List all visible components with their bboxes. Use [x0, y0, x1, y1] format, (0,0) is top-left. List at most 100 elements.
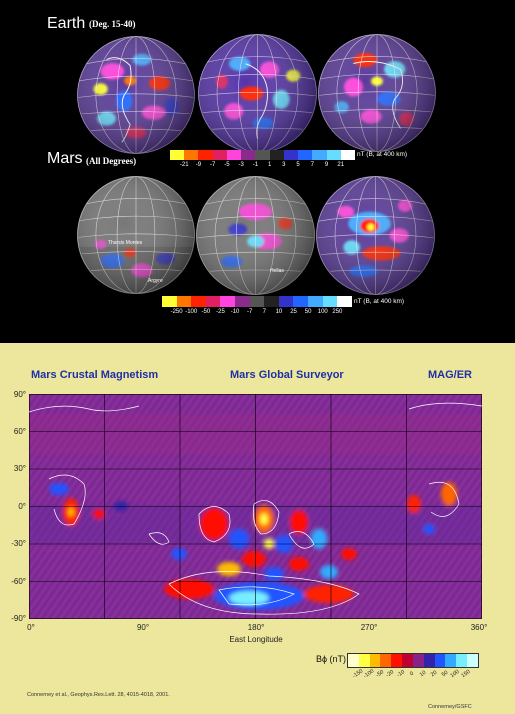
colorbar-tick: -3 [238, 162, 244, 168]
x-axis-label: East Longitude [229, 635, 283, 644]
lcb-swatch [456, 654, 468, 667]
x-tick-90: 90° [136, 623, 150, 632]
lcb-swatch [423, 654, 435, 667]
mars-globe-label-hellas: Hellas [270, 268, 284, 274]
earth-globe-asia [318, 34, 436, 152]
earth-globe-americas [77, 36, 195, 154]
colorbar-tick: 10 [418, 669, 428, 679]
ecb-swatch [298, 150, 313, 160]
colorbar-tick: 9 [324, 162, 329, 168]
legend-colorbar [347, 653, 479, 668]
ecb-swatch [312, 150, 327, 160]
mcb-swatch [191, 296, 206, 307]
colorbar-tick: -100 [185, 309, 198, 315]
y-tick-60: 60° [13, 427, 26, 436]
header-left: Mars Crustal Magnetism [31, 369, 159, 381]
legend-label: Bϕ (nT) [316, 654, 347, 664]
earth-subtitle: (Deg. 15-40) [89, 19, 136, 29]
mars-map-panel: Mars Crustal Magnetism Mars Global Surve… [0, 343, 515, 714]
lcb-swatch [467, 654, 478, 667]
mars-globe-tharsis [77, 176, 195, 294]
colorbar-tick: -7 [210, 162, 216, 168]
lcb-swatch [412, 654, 424, 667]
mars-globe-south [316, 176, 435, 295]
lcb-swatch [369, 654, 381, 667]
mars-globe-label-argyre: Argyre [148, 278, 163, 284]
colorbar-tick: -7 [247, 309, 253, 315]
y-tick-0: 0° [18, 502, 26, 511]
mcb-swatch [337, 296, 352, 307]
crustal-magnetism-map [29, 394, 482, 619]
mcb-swatch [235, 296, 250, 307]
colorbar-tick: -10 [230, 309, 240, 315]
colorbar-tick: -50 [201, 309, 211, 315]
mcb-swatch [249, 296, 265, 307]
colorbar-tick: 3 [282, 162, 286, 168]
colorbar-tick: 25 [290, 309, 297, 315]
mars-subtitle: (All Degrees) [86, 156, 137, 166]
credit: Connerney/GSFC [428, 704, 472, 710]
y-tick-30: 30° [13, 464, 26, 473]
mars-title: Mars [47, 150, 83, 167]
mcb-swatch [308, 296, 323, 307]
colorbar-tick: 20 [429, 669, 438, 679]
ecb-swatch [184, 150, 199, 160]
ecb-swatch [340, 150, 356, 160]
colorbar-tick: 0 [409, 670, 415, 678]
ecb-swatch [241, 150, 256, 160]
earth-globe-africa [198, 34, 317, 153]
colorbar-tick: 5 [296, 162, 300, 168]
x-tick-360: 360° [470, 623, 488, 632]
ecb-swatch [326, 150, 341, 160]
ecb-swatch [198, 150, 213, 160]
mcb-swatch [162, 296, 177, 307]
mars-globe-label-tharsis: Tharsis Montes [108, 240, 143, 246]
globes-panel: Earth (Deg. 15-40) nT (B, at 400 km) -21… [0, 0, 515, 343]
colorbar-tick: 100 [449, 668, 461, 680]
mcb-swatch [176, 296, 192, 307]
colorbar-tick: -9 [195, 162, 202, 168]
mcb-swatch [322, 296, 338, 307]
ecb-swatch [226, 150, 242, 160]
colorbar-tick: 150 [460, 668, 472, 680]
colorbar-tick: 1 [267, 162, 272, 168]
colorbar-tick: 10 [275, 309, 283, 315]
y-tick-90: 90° [13, 390, 26, 399]
colorbar-tick: -25 [216, 309, 225, 315]
lcb-swatch [358, 654, 370, 667]
ecb-swatch [283, 150, 299, 160]
ecb-swatch [269, 150, 284, 160]
mcb-swatch [205, 296, 221, 307]
x-tick-0: 0° [27, 623, 35, 632]
mcb-swatch [293, 296, 309, 307]
mars-colorbar-unit: nT (B, at 400 km) [354, 298, 405, 305]
colorbar-tick: -5 [224, 162, 230, 168]
earth-title: Earth [47, 15, 86, 32]
colorbar-tick: 250 [332, 309, 343, 315]
colorbar-tick: -100 [362, 668, 375, 680]
ecb-swatch [170, 150, 185, 160]
lcb-swatch [391, 654, 403, 667]
citation: Connerney et al., Geophys.Res.Lett. 28, … [27, 692, 170, 698]
earth-colorbar-unit: nT (B, at 400 km) [357, 151, 408, 158]
colorbar-tick: 100 [317, 309, 328, 315]
y-tick-m90: -90° [11, 614, 26, 623]
header-right: MAG/ER [428, 369, 472, 381]
x-tick-180: 180° [247, 623, 265, 632]
lcb-swatch [445, 654, 457, 667]
colorbar-tick: -10 [396, 669, 407, 679]
colorbar-tick: -1 [252, 162, 259, 168]
colorbar-tick: 7 [310, 162, 314, 168]
colorbar-tick: 21 [337, 162, 345, 168]
y-tick-m60: -60° [11, 577, 26, 586]
earth-colorbar [170, 150, 356, 160]
lcb-swatch [348, 654, 359, 667]
lcb-swatch [434, 654, 446, 667]
mcb-swatch [278, 296, 294, 307]
ecb-swatch [255, 150, 270, 160]
y-tick-m30: -30° [11, 539, 26, 548]
colorbar-tick: -50 [374, 669, 385, 679]
mcb-swatch [264, 296, 279, 307]
x-tick-270: 270° [360, 623, 378, 632]
mcb-swatch [220, 296, 236, 307]
